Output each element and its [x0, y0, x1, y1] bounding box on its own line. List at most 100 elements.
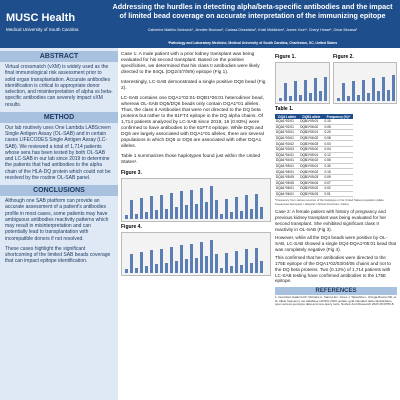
table-cell: 0.09: [323, 174, 353, 181]
table-cell: DQB1*06:03: [299, 140, 324, 147]
table-row: DQA1*03:01 DQB1*06:02 0.08: [275, 135, 353, 142]
table-header-cell: DQA1 allele: [275, 114, 300, 119]
table-cell: DQA1*04:01: [275, 157, 300, 164]
header: MUSC Health Medical University of South …: [0, 0, 400, 48]
figure-bar: [175, 206, 178, 219]
figure-bar: [160, 194, 163, 219]
table-row: DQA1*03:03 DQB1*05:02 0.04: [275, 146, 353, 153]
figure-bar: [304, 79, 307, 101]
figure-bar: [185, 205, 188, 219]
table-cell: DQA1*06:01: [275, 185, 300, 192]
table-cell: 0.04: [323, 146, 353, 153]
figure-bar: [367, 93, 370, 101]
figure-bar: [230, 266, 233, 273]
table-cell: 0.05: [323, 124, 353, 131]
figure-bar: [140, 198, 143, 219]
table-cell: 0.01: [323, 191, 353, 198]
figure-bar: [337, 97, 340, 101]
section-text: Our lab routinely uses One Lambda LABScr…: [5, 124, 111, 181]
figure-bar: [185, 259, 188, 273]
section-text: Although one SAB platform can provide an…: [5, 198, 109, 242]
section-heading: ABSTRACT: [0, 51, 118, 62]
figure-bar: [205, 201, 208, 219]
table-row: DQA1*02:01 DQB1*05:01 0.10: [275, 119, 353, 125]
table-cell: 0.12: [323, 152, 353, 159]
figure-bar: [195, 257, 198, 273]
figure-bar: [387, 89, 390, 101]
figure-bar: [372, 78, 375, 101]
figure-bar: [245, 249, 248, 273]
table-row: DQA1*02:01 DQB1*06:02 0.05: [275, 124, 353, 131]
figure-bar: [294, 81, 297, 101]
table-header-row: DQA1 allele DQB1 allele Frequency (%)*: [275, 114, 353, 119]
table-row: DQA1*03:01 DQB1*05:01 0.20: [275, 129, 353, 136]
figure-bar: [160, 248, 163, 273]
body-text: Case 2: A female patient with history of…: [275, 209, 387, 232]
figure-bar: [155, 264, 158, 273]
table-cell: DQB1*05:01: [299, 163, 324, 170]
figure-bar: [377, 91, 380, 101]
figure-bar: [324, 76, 327, 101]
figure-bar: [170, 193, 173, 219]
table-cell: DQB1*05:01: [299, 152, 324, 159]
figure-row: Figure 1. Figure 2.: [275, 52, 397, 104]
middle-column: Case 1: A male patient with a prior kidn…: [121, 52, 271, 276]
table-cell: DQB1*06:02: [299, 135, 324, 142]
table-row: DQA1*05:01 DQB1*06:02 0.15: [275, 168, 353, 175]
figure-bar: [250, 209, 253, 219]
figure-bar: [309, 93, 312, 101]
table-cell: 0.08: [323, 135, 353, 142]
figure-bar: [145, 212, 148, 219]
figure-bar: [210, 240, 213, 273]
figure-bar: [235, 250, 238, 273]
table-cell: 0.20: [323, 129, 353, 136]
body-text: This confirmed that her antibodies were …: [275, 255, 391, 284]
table-cell: DQB1*05:02: [299, 146, 324, 153]
figure-bar: [220, 268, 223, 273]
table-cell: DQA1*04:01: [275, 152, 300, 159]
authors: Catherine Matthis-Sedovick¹, Jennifer Br…: [147, 28, 358, 32]
figure-image: [121, 231, 271, 276]
figure-bar: [200, 188, 203, 219]
table-cell: DQA1*06:01: [275, 191, 300, 198]
table-row: DQA1*05:05 DQB1*05:03 0.09: [275, 174, 353, 181]
table-note: *Frequency from various sources of the h…: [275, 198, 384, 207]
figure-bar: [210, 186, 213, 219]
figure-bar: [220, 214, 223, 219]
body-text: Interestingly, LC-SAB demonstrated a sin…: [121, 79, 266, 91]
figure-bar: [392, 75, 395, 101]
table-cell: DQB1*06:02: [299, 124, 324, 131]
figure: Figure 1.: [275, 52, 330, 104]
figure-bar: [145, 266, 148, 273]
table-cell: DQA1*03:02: [275, 140, 300, 147]
figure-bar: [135, 267, 138, 273]
affiliation: ¹Pathology and Laboratory Medicine, Medi…: [167, 41, 338, 45]
figure-bar: [205, 255, 208, 273]
table-row: DQA1*04:01 DQB1*05:01 0.12: [275, 152, 353, 159]
table-cell: DQB1*05:01: [299, 119, 324, 125]
figure-bar: [125, 269, 128, 273]
figure-bar: [289, 96, 292, 101]
table-cell: 0.06: [323, 157, 353, 164]
figure-bar: [190, 243, 193, 273]
table-cell: 0.10: [323, 119, 353, 125]
figure-bar: [155, 210, 158, 219]
table-cell: DQA1*03:01: [275, 129, 300, 136]
figure-bar: [180, 191, 183, 219]
table-cell: DQA1*03:03: [275, 146, 300, 153]
figure-caption: Figure 3.: [121, 169, 142, 176]
data-table: DQA1 allele DQB1 allele Frequency (%)* DQA1…: [275, 114, 353, 198]
reference: 1. Gonzalez-Galarza FF, McCabe A, Santos…: [275, 295, 397, 307]
section-heading: REFERENCES: [275, 287, 397, 296]
figure-bar: [255, 247, 258, 273]
section-heading: METHOD: [0, 111, 118, 123]
figure-bar: [175, 260, 178, 273]
left-column: ABSTRACT Virtual crossmatch (vXM) is wide…: [0, 48, 118, 400]
figure-bar: [342, 83, 345, 101]
table-cell: DQA1*05:01: [275, 163, 300, 170]
table-cell: DQB1*05:02: [299, 185, 324, 192]
figure-bar: [245, 195, 248, 219]
table-cell: DQA1*05:05: [275, 180, 300, 187]
table-cell: 0.03: [323, 140, 353, 147]
